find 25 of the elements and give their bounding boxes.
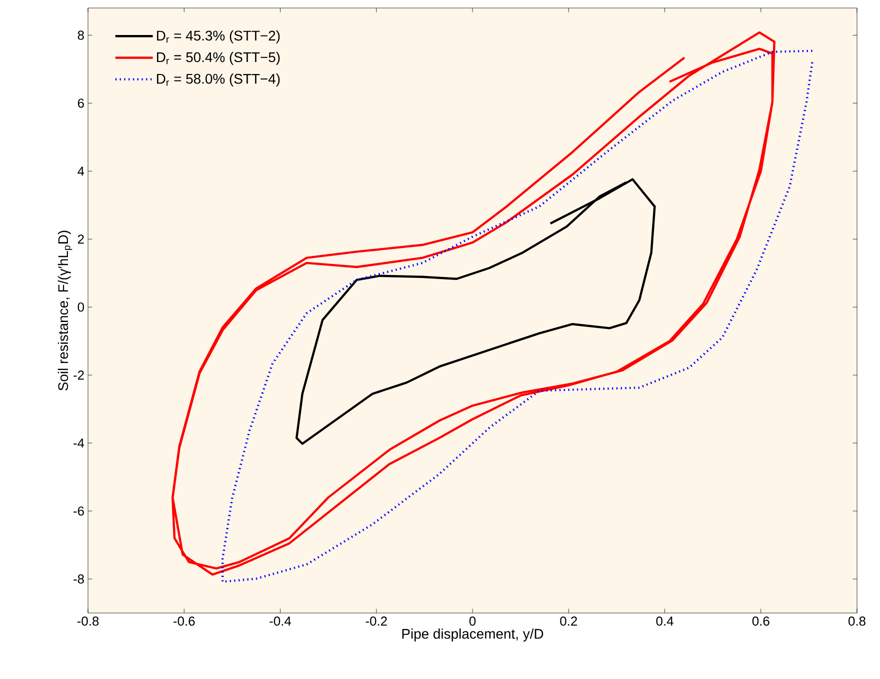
x-tick-label: 0.6 — [752, 616, 770, 626]
legend-label: D$_{r}$ = 58.0% (STT−4) — [157, 74, 280, 87]
x-tick-label: 0 — [469, 616, 476, 626]
line-series — [295, 178, 656, 445]
legend-label: D$_{r}$ = 45.3% (STT−2) — [157, 30, 280, 44]
line-series — [171, 31, 776, 576]
y-tick-label: 8 — [78, 30, 84, 40]
y-axis-title: Soil resistance, F/(γ′hL$_{p}$D) — [58, 230, 72, 390]
x-tick-label: 0.8 — [848, 616, 866, 626]
y-tick-label: 2 — [78, 234, 84, 244]
x-tick-label: 0.2 — [560, 616, 577, 626]
y-tick-label: -6 — [74, 506, 84, 516]
x-tick-label: -0.8 — [77, 616, 99, 626]
y-tick-label: 0 — [78, 302, 84, 312]
y-tick-label: 6 — [78, 98, 84, 108]
y-tick-label: -8 — [74, 574, 84, 584]
y-tick-label: 4 — [78, 166, 84, 176]
x-tick-label: 0.4 — [656, 616, 674, 626]
y-tick-label: -4 — [74, 438, 84, 448]
x-tick-label: -0.4 — [270, 616, 292, 626]
legend-label: D$_{r}$ = 50.4% (STT−5) — [157, 52, 280, 65]
x-tick-label: -0.2 — [366, 616, 387, 626]
x-tick-label: -0.6 — [174, 616, 195, 626]
y-tick-label: -2 — [74, 370, 84, 380]
x-axis-title: Pipe displacement, y/D — [402, 628, 544, 642]
